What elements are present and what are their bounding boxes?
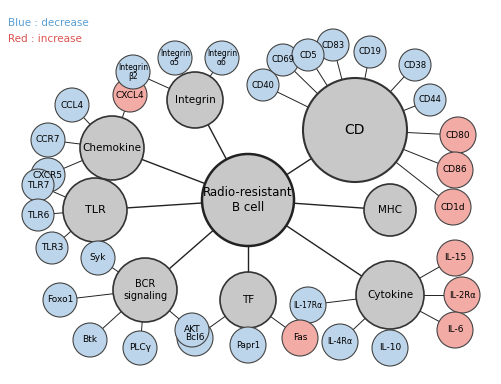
Text: TLR6: TLR6 — [27, 210, 49, 220]
Text: MHC: MHC — [377, 205, 401, 215]
Text: TF: TF — [241, 295, 254, 305]
Text: Papr1: Papr1 — [235, 341, 260, 349]
Circle shape — [353, 36, 385, 68]
Circle shape — [303, 78, 406, 182]
Text: Btk: Btk — [82, 336, 97, 344]
Circle shape — [398, 49, 430, 81]
Text: TLR3: TLR3 — [41, 243, 63, 253]
Circle shape — [413, 84, 445, 116]
Text: Integrin
α5: Integrin α5 — [160, 49, 190, 67]
Text: CD: CD — [344, 123, 365, 137]
Text: IL-15: IL-15 — [443, 253, 465, 263]
Text: CXCL4: CXCL4 — [115, 91, 144, 99]
Circle shape — [436, 152, 472, 188]
Text: Integrin
β2: Integrin β2 — [118, 63, 148, 81]
Circle shape — [321, 324, 357, 360]
Circle shape — [175, 313, 208, 347]
Circle shape — [116, 55, 150, 89]
Circle shape — [436, 240, 472, 276]
Text: Syk: Syk — [90, 253, 106, 263]
Text: IL-17Rα: IL-17Rα — [293, 301, 322, 310]
Circle shape — [436, 312, 472, 348]
Text: CD38: CD38 — [403, 61, 426, 70]
Circle shape — [355, 261, 423, 329]
Text: CD80: CD80 — [445, 131, 469, 139]
Circle shape — [22, 199, 54, 231]
Circle shape — [246, 69, 279, 101]
Text: Radio-resistant
B cell: Radio-resistant B cell — [203, 186, 292, 214]
Text: Red : increase: Red : increase — [8, 34, 82, 44]
Circle shape — [123, 331, 157, 365]
Circle shape — [434, 189, 470, 225]
Text: CD1d: CD1d — [440, 202, 464, 212]
Text: IL-2Rα: IL-2Rα — [448, 291, 474, 300]
Text: IL-6: IL-6 — [446, 326, 462, 334]
Circle shape — [371, 330, 407, 366]
Text: Blue : decrease: Blue : decrease — [8, 18, 89, 28]
Text: CD40: CD40 — [251, 81, 274, 89]
Circle shape — [363, 184, 415, 236]
Circle shape — [204, 41, 238, 75]
Text: TLR: TLR — [85, 205, 105, 215]
Circle shape — [267, 44, 299, 76]
Circle shape — [201, 154, 294, 246]
Circle shape — [219, 272, 276, 328]
Circle shape — [229, 327, 266, 363]
Circle shape — [292, 39, 323, 71]
Text: Bcl6: Bcl6 — [185, 333, 204, 343]
Circle shape — [31, 158, 65, 192]
Circle shape — [31, 123, 65, 157]
Circle shape — [177, 320, 212, 356]
Text: CD44: CD44 — [418, 96, 440, 104]
Circle shape — [36, 232, 68, 264]
Text: CCR7: CCR7 — [36, 136, 60, 144]
Text: TLR7: TLR7 — [27, 180, 49, 189]
Text: BCR
signaling: BCR signaling — [123, 279, 167, 301]
Text: CCL4: CCL4 — [60, 101, 83, 109]
Text: IL-10: IL-10 — [378, 344, 400, 353]
Text: CXCR5: CXCR5 — [33, 170, 63, 179]
Text: Integrin
α6: Integrin α6 — [206, 49, 236, 67]
Circle shape — [63, 178, 127, 242]
Text: CD86: CD86 — [442, 166, 466, 174]
Text: CD5: CD5 — [299, 51, 316, 60]
Circle shape — [316, 29, 348, 61]
Circle shape — [22, 169, 54, 201]
Text: CD69: CD69 — [271, 56, 294, 65]
Text: CD83: CD83 — [321, 40, 344, 50]
Circle shape — [43, 283, 77, 317]
Text: Cytokine: Cytokine — [366, 290, 412, 300]
Circle shape — [113, 78, 147, 112]
Text: Chemokine: Chemokine — [82, 143, 141, 153]
Circle shape — [282, 320, 317, 356]
Circle shape — [55, 88, 89, 122]
Text: AKT: AKT — [183, 326, 200, 334]
Circle shape — [290, 287, 325, 323]
Circle shape — [81, 241, 115, 275]
Text: IL-4Rα: IL-4Rα — [327, 338, 352, 346]
Circle shape — [439, 117, 475, 153]
Circle shape — [80, 116, 144, 180]
Circle shape — [443, 277, 479, 313]
Circle shape — [158, 41, 191, 75]
Circle shape — [167, 72, 222, 128]
Text: Foxo1: Foxo1 — [47, 296, 73, 305]
Text: CD19: CD19 — [358, 48, 381, 56]
Text: Integrin: Integrin — [174, 95, 215, 105]
Circle shape — [113, 258, 177, 322]
Text: PLCγ: PLCγ — [129, 344, 151, 353]
Circle shape — [73, 323, 107, 357]
Text: Fas: Fas — [292, 333, 307, 343]
